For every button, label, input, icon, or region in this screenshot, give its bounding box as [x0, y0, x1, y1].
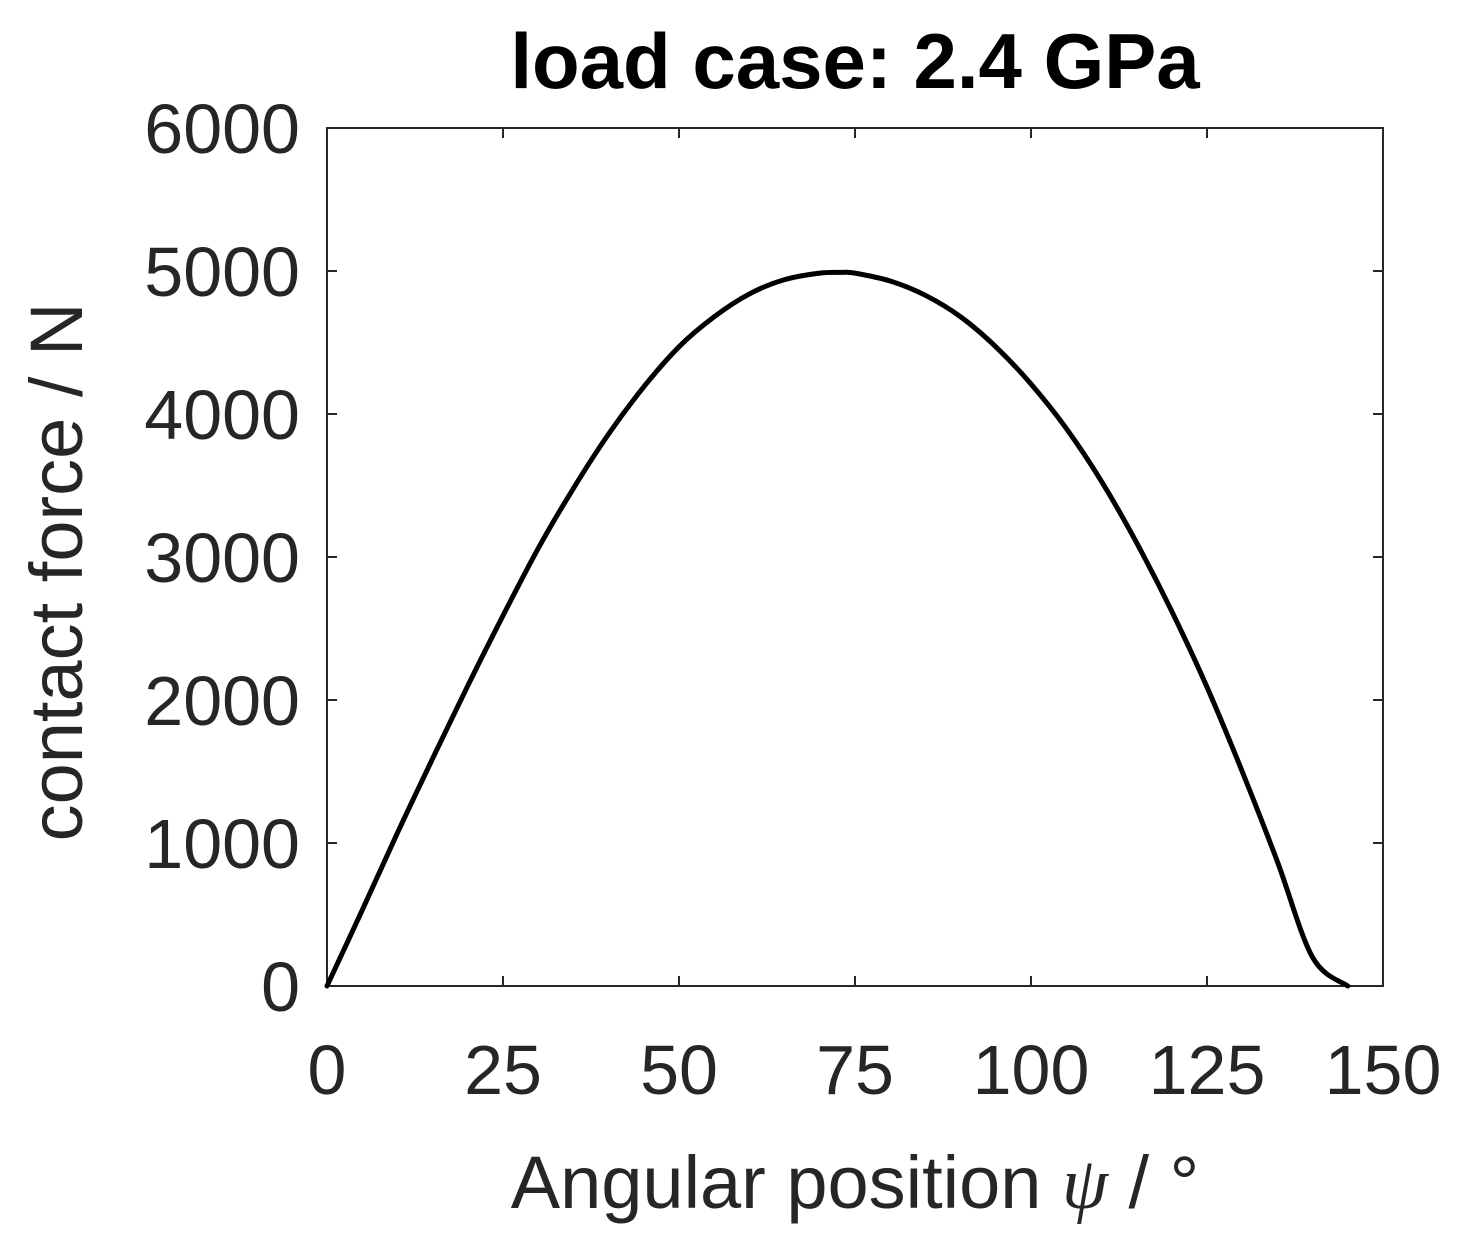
x-axis-label-suffix: / °: [1108, 1141, 1199, 1224]
y-tick-label: 6000: [144, 90, 300, 168]
series-line: [324, 269, 1351, 989]
x-axis-label: Angular position ψ / °: [511, 1141, 1200, 1225]
y-axis-label: contact force / N: [15, 303, 98, 842]
tick-marks: [326, 127, 1384, 987]
x-tick-label: 150: [1325, 1031, 1442, 1109]
x-tick-label: 0: [308, 1031, 347, 1109]
y-tick-label: 3000: [144, 519, 300, 597]
x-tick-label: 75: [816, 1031, 894, 1109]
x-tick-labels: 0 25 50 75 100 125 150: [308, 1031, 1442, 1109]
x-tick-label: 125: [1149, 1031, 1266, 1109]
x-axis-label-prefix: Angular position: [511, 1141, 1062, 1224]
plot-frame: [326, 127, 1384, 987]
x-tick-label: 25: [464, 1031, 542, 1109]
y-tick-labels: 0 1000 2000 3000 4000 5000 6000: [144, 90, 300, 1026]
x-axis-label-symbol: ψ: [1062, 1143, 1110, 1225]
y-tick-label: 2000: [144, 662, 300, 740]
y-tick-label: 5000: [144, 233, 300, 311]
x-tick-label: 100: [973, 1031, 1090, 1109]
y-tick-label: 1000: [144, 805, 300, 883]
plot-area: [324, 127, 1384, 989]
chart-title: load case: 2.4 GPa: [510, 17, 1200, 105]
y-tick-label: 4000: [144, 376, 300, 454]
x-tick-label: 50: [640, 1031, 718, 1109]
y-tick-label: 0: [261, 948, 300, 1026]
